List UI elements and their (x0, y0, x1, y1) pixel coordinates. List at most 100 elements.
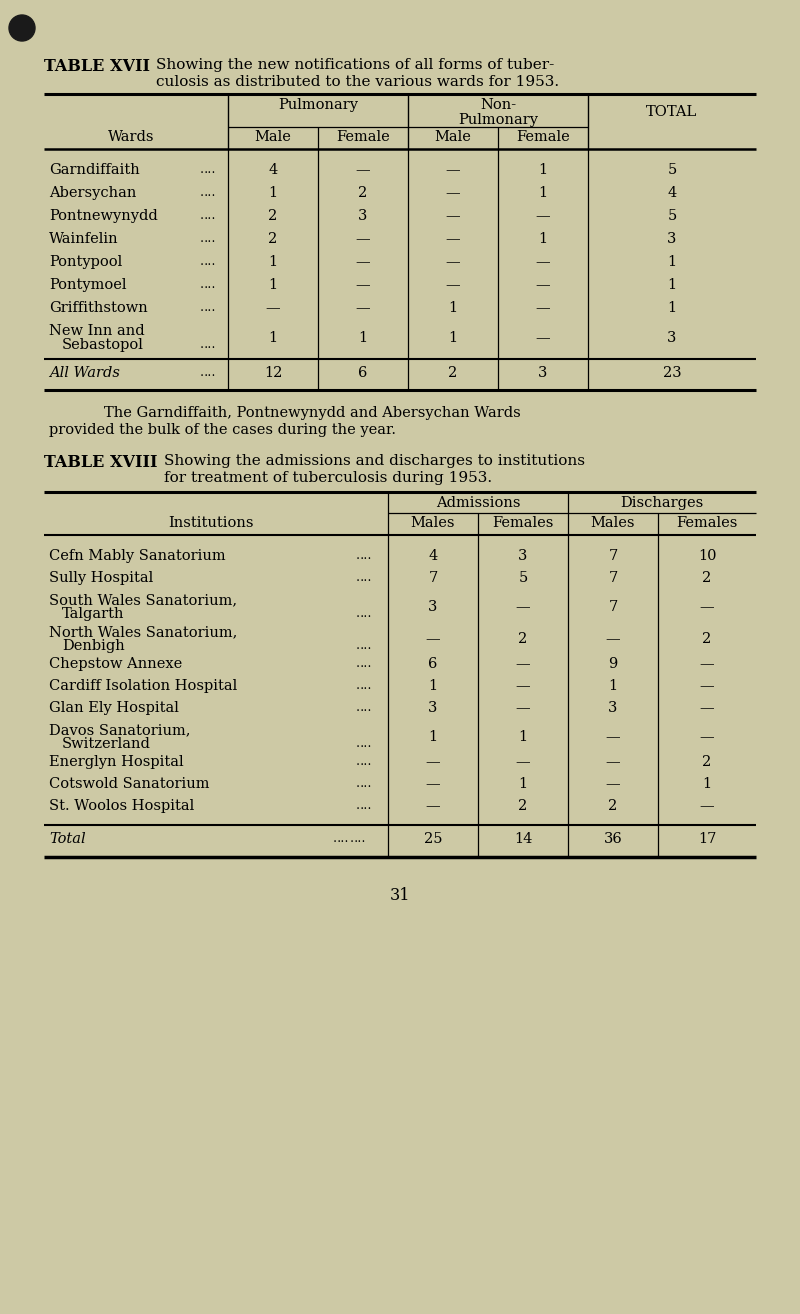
Text: Female: Female (336, 130, 390, 145)
Text: 1: 1 (269, 187, 278, 200)
Text: 7: 7 (428, 572, 438, 585)
Text: 1: 1 (702, 777, 711, 791)
Text: —: — (516, 600, 530, 614)
Text: 12: 12 (264, 367, 282, 380)
Text: Admissions: Admissions (436, 495, 520, 510)
Text: Males: Males (590, 516, 635, 530)
Text: 3: 3 (518, 549, 528, 562)
Text: Pulmonary: Pulmonary (458, 113, 538, 127)
Text: Institutions: Institutions (168, 516, 254, 530)
Text: ‥‥: ‥‥ (333, 832, 350, 845)
Text: —: — (700, 679, 714, 692)
Text: Garndiffaith: Garndiffaith (49, 163, 140, 177)
Text: 1: 1 (667, 279, 677, 292)
Text: Female: Female (516, 130, 570, 145)
Text: 2: 2 (608, 799, 618, 813)
Text: Wards: Wards (108, 130, 154, 145)
Text: Male: Male (254, 130, 291, 145)
Text: ‥‥: ‥‥ (200, 279, 217, 290)
Text: Pontnewynydd: Pontnewynydd (49, 209, 158, 223)
Text: 1: 1 (518, 777, 527, 791)
Text: 5: 5 (667, 209, 677, 223)
Text: —: — (446, 255, 460, 269)
Text: —: — (700, 600, 714, 614)
Text: Cefn Mably Sanatorium: Cefn Mably Sanatorium (49, 549, 226, 562)
Text: 5: 5 (518, 572, 528, 585)
Text: Females: Females (676, 516, 738, 530)
Text: Chepstow Annexe: Chepstow Annexe (49, 657, 182, 671)
Text: 17: 17 (698, 832, 716, 846)
Text: 4: 4 (667, 187, 677, 200)
Text: 2: 2 (702, 756, 712, 769)
Text: Talgarth: Talgarth (62, 607, 125, 622)
Text: Cotswold Sanatorium: Cotswold Sanatorium (49, 777, 210, 791)
Text: 2: 2 (448, 367, 458, 380)
Text: 10: 10 (698, 549, 716, 562)
Text: ‥‥: ‥‥ (356, 679, 373, 692)
Text: ‥‥: ‥‥ (356, 657, 373, 670)
Text: 9: 9 (608, 657, 618, 671)
Text: 3: 3 (538, 367, 548, 380)
Text: 2: 2 (358, 187, 368, 200)
Text: —: — (266, 301, 280, 315)
Text: 1: 1 (358, 331, 367, 346)
Text: ‥‥: ‥‥ (356, 777, 373, 790)
Text: ‥‥: ‥‥ (356, 799, 373, 812)
Text: 14: 14 (514, 832, 532, 846)
Text: —: — (516, 679, 530, 692)
Text: ‥‥: ‥‥ (356, 639, 373, 652)
Text: —: — (606, 731, 620, 744)
Text: 7: 7 (608, 549, 618, 562)
Text: Sully Hospital: Sully Hospital (49, 572, 154, 585)
Text: 25: 25 (424, 832, 442, 846)
Text: 1: 1 (449, 331, 458, 346)
Text: 1: 1 (429, 679, 438, 692)
Text: 1: 1 (538, 187, 547, 200)
Text: ‥‥: ‥‥ (356, 737, 373, 750)
Text: 1: 1 (449, 301, 458, 315)
Text: —: — (446, 163, 460, 177)
Text: Male: Male (434, 130, 471, 145)
Circle shape (9, 14, 35, 41)
Text: culosis as distributed to the various wards for 1953.: culosis as distributed to the various wa… (156, 75, 559, 89)
Text: Males: Males (410, 516, 455, 530)
Text: Pontypool: Pontypool (49, 255, 122, 269)
Text: —: — (606, 777, 620, 791)
Text: ‥‥: ‥‥ (356, 756, 373, 767)
Text: 3: 3 (428, 700, 438, 715)
Text: Showing the admissions and discharges to institutions: Showing the admissions and discharges to… (164, 455, 585, 468)
Text: ‥‥: ‥‥ (200, 163, 217, 176)
Text: North Wales Sanatorium,: North Wales Sanatorium, (49, 625, 238, 639)
Text: Wainfelin: Wainfelin (49, 233, 118, 246)
Text: —: — (536, 301, 550, 315)
Text: —: — (426, 632, 440, 646)
Text: Females: Females (492, 516, 554, 530)
Text: 3: 3 (667, 331, 677, 346)
Text: —: — (536, 209, 550, 223)
Text: 31: 31 (390, 887, 410, 904)
Text: Showing the new notifications of all forms of tuber-: Showing the new notifications of all for… (156, 58, 554, 72)
Text: ‥‥: ‥‥ (200, 255, 217, 268)
Text: —: — (446, 233, 460, 246)
Text: Pulmonary: Pulmonary (278, 99, 358, 112)
Text: —: — (356, 301, 370, 315)
Text: ‥‥: ‥‥ (356, 549, 373, 562)
Text: Pontymoel: Pontymoel (49, 279, 126, 292)
Text: 4: 4 (268, 163, 278, 177)
Text: ‥‥: ‥‥ (200, 367, 217, 378)
Text: —: — (426, 756, 440, 769)
Text: —: — (516, 657, 530, 671)
Text: 3: 3 (667, 233, 677, 246)
Text: —: — (356, 163, 370, 177)
Text: —: — (606, 756, 620, 769)
Text: ‥‥: ‥‥ (356, 572, 373, 583)
Text: 1: 1 (269, 279, 278, 292)
Text: 5: 5 (667, 163, 677, 177)
Text: ‥‥: ‥‥ (200, 301, 217, 314)
Text: —: — (700, 731, 714, 744)
Text: 1: 1 (518, 731, 527, 744)
Text: Denbigh: Denbigh (62, 639, 125, 653)
Text: —: — (426, 799, 440, 813)
Text: 2: 2 (518, 632, 528, 646)
Text: TOTAL: TOTAL (646, 105, 698, 120)
